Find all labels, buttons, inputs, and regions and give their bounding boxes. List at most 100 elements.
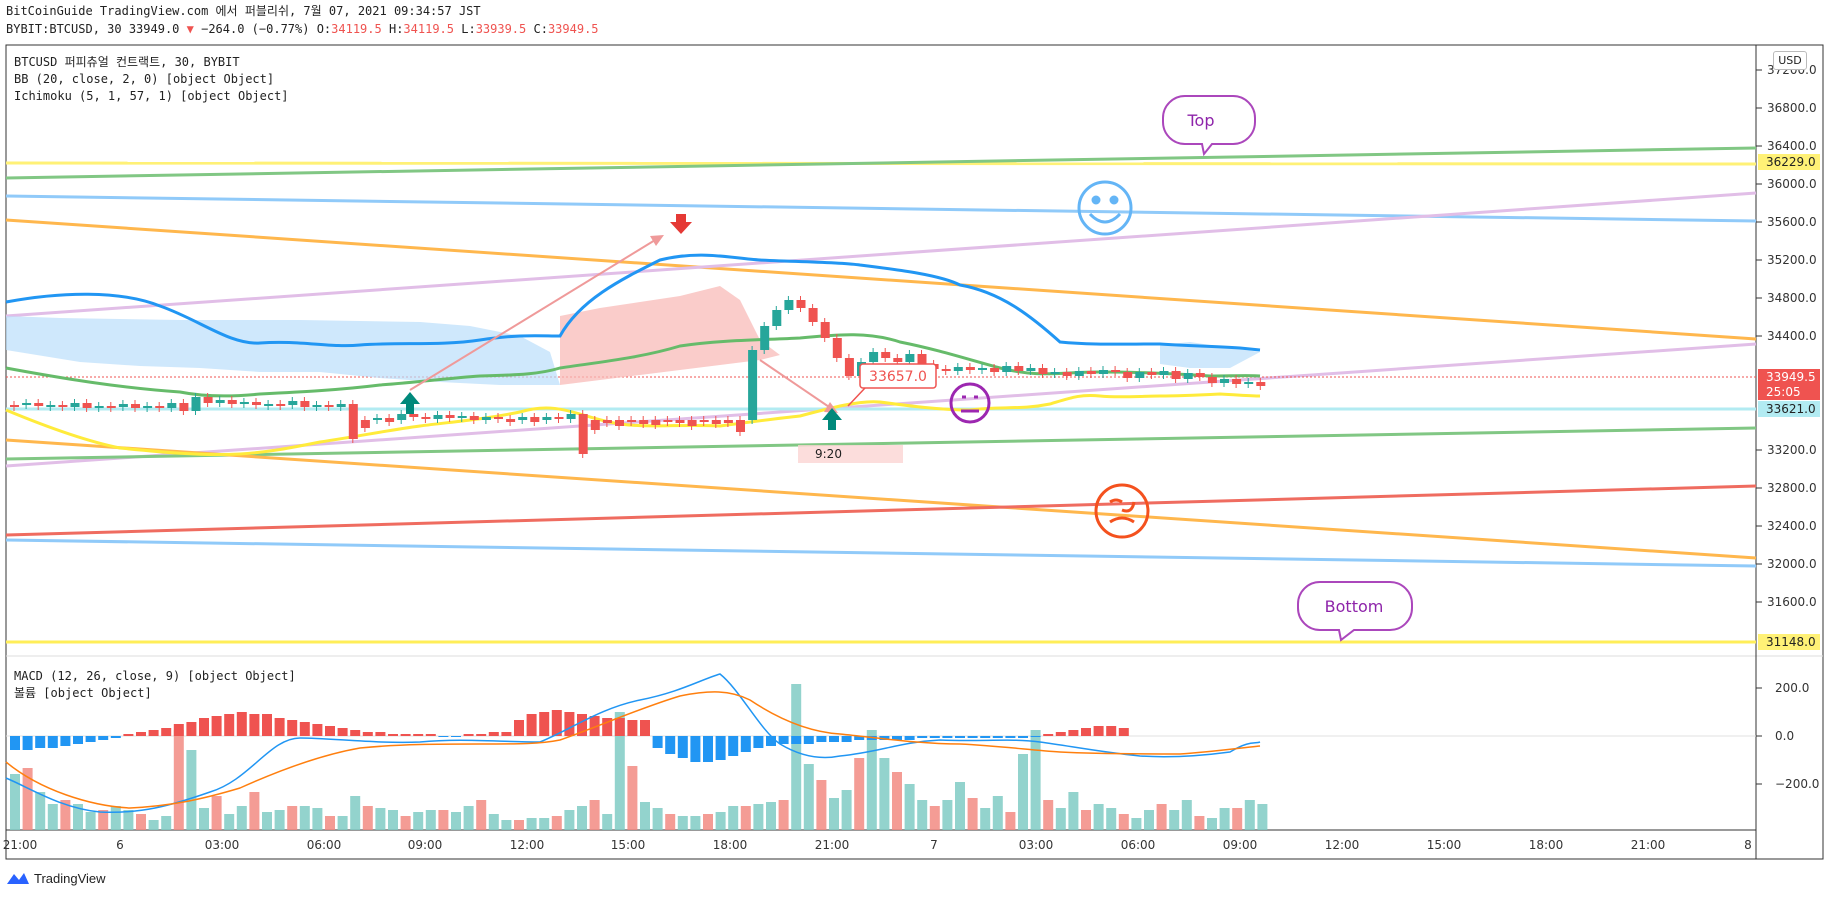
price-callout[interactable]: 33657.0 <box>847 363 937 407</box>
legend-bb[interactable]: BB (20, close, 2, 0) [object Object] <box>14 72 275 86</box>
macd-bar <box>47 736 58 748</box>
legend-ichimoku[interactable]: Ichimoku (5, 1, 57, 1) [object Object] <box>14 89 289 103</box>
macd-bar <box>627 720 638 736</box>
trend-line-orange-top[interactable] <box>5 218 1757 341</box>
volume-bar <box>1030 730 1041 830</box>
signal-markers <box>400 214 842 430</box>
volume-bar <box>287 806 298 830</box>
macd-bar <box>249 714 260 736</box>
trend-line-orange-bottom[interactable] <box>5 438 1757 560</box>
volume-bar <box>841 790 852 830</box>
open-value: 34119.5 <box>331 22 382 36</box>
macd-bar <box>98 736 109 740</box>
volume-bar <box>463 806 474 830</box>
price-tick-label: 31600.0 <box>1767 595 1817 609</box>
trend-lines[interactable] <box>5 146 1757 644</box>
tradingview-logo[interactable]: TradingView <box>6 870 106 886</box>
legend-volume[interactable]: 볼륨 [object Object] <box>14 686 152 700</box>
candle-body <box>978 368 987 370</box>
candle-body <box>312 405 322 407</box>
trend-line-green-bottom[interactable] <box>5 426 1757 461</box>
candle-body <box>1099 370 1108 374</box>
arrowhead-up-icon <box>650 235 664 246</box>
candle-body <box>82 403 92 408</box>
candle-body <box>34 403 44 406</box>
macd-bar <box>703 736 713 762</box>
volume-bar <box>262 812 272 830</box>
up-trend-arrow[interactable] <box>409 236 661 391</box>
time-range-label: 9:20 <box>815 447 842 461</box>
legend-macd[interactable]: MACD (12, 26, close, 9) [object Object] <box>14 669 296 683</box>
macd-bar <box>501 732 512 736</box>
bottom-callout[interactable]: Bottom <box>1297 581 1413 642</box>
ichimoku-cloud-bull <box>6 316 560 385</box>
candle-body <box>687 420 697 426</box>
time-tick-label: 15:00 <box>1427 838 1462 852</box>
volume-bar <box>1093 804 1104 830</box>
macd-bar <box>463 734 474 736</box>
candle-body <box>869 352 879 362</box>
candle-body <box>385 418 395 422</box>
trend-line-blue-top[interactable] <box>5 194 1757 223</box>
candle-body <box>143 406 153 408</box>
macd-bar <box>1018 736 1028 738</box>
volume-bar <box>929 806 940 830</box>
prediction-arrows[interactable] <box>409 235 838 413</box>
volume-bar <box>551 816 562 830</box>
volume-bar <box>211 796 222 830</box>
volume-bar <box>526 818 537 830</box>
volume-bar <box>148 820 159 830</box>
volume-bar <box>312 808 323 830</box>
volume-bar <box>60 800 71 830</box>
down-trend-arrow[interactable] <box>759 359 836 412</box>
volume-bar <box>1068 792 1079 830</box>
volume-bar <box>1169 810 1180 830</box>
volume-bars <box>10 684 1268 830</box>
macd-bar <box>413 734 424 736</box>
candle-body <box>1123 372 1133 378</box>
close-label: C: <box>533 22 548 36</box>
candle-body <box>252 402 261 405</box>
candle-body <box>373 418 382 420</box>
price-tick-label: 36000.0 <box>1767 177 1817 191</box>
bottom-label: Bottom <box>1325 597 1384 616</box>
volume-bar <box>627 766 638 830</box>
volume-bar <box>173 730 184 830</box>
time-axis[interactable]: 21:00 6 03:00 06:00 09:00 12:00 15:00 18:00 21:0… <box>3 838 1752 852</box>
macd-bar <box>136 732 146 736</box>
volume-bar <box>73 804 83 830</box>
ichimoku-cloud-bull-2 <box>1160 342 1260 368</box>
high-value: 34119.5 <box>403 22 454 36</box>
candle-body <box>239 402 249 404</box>
candle-body <box>820 322 830 338</box>
macd-bar <box>1081 728 1091 736</box>
candle-body <box>1171 371 1181 379</box>
candle-body <box>953 367 963 371</box>
macd-bar <box>22 736 33 750</box>
price-tag-box <box>1758 634 1820 650</box>
time-tick-label: 18:00 <box>1529 838 1564 852</box>
price-tick-label: 35600.0 <box>1767 215 1817 229</box>
macd-bar <box>123 734 134 736</box>
macd-bar <box>640 720 650 736</box>
macd-bar <box>1043 734 1054 736</box>
trend-line-blue-bottom[interactable] <box>5 538 1757 568</box>
macd-bar <box>287 720 298 736</box>
sell-arrow-icon <box>670 214 692 234</box>
top-callout[interactable]: Top <box>1162 95 1256 157</box>
macd-bar <box>1106 726 1117 736</box>
macd-bar <box>400 734 411 736</box>
price-axis[interactable]: 37200.036800.036400.036000.035600.035200… <box>1756 63 1817 609</box>
trend-line-red[interactable] <box>5 484 1757 537</box>
candle-body <box>542 417 552 420</box>
macd-bar <box>690 736 701 762</box>
candle-body <box>905 354 915 362</box>
time-tick-label: 03:00 <box>205 838 240 852</box>
currency-button[interactable]: USD <box>1773 51 1807 70</box>
macd-bar <box>967 736 978 738</box>
candle-body <box>348 404 358 439</box>
trend-line-green-top[interactable] <box>5 146 1757 180</box>
trend-line-purple-upper[interactable] <box>5 191 1757 318</box>
macd-bar <box>1005 736 1016 738</box>
